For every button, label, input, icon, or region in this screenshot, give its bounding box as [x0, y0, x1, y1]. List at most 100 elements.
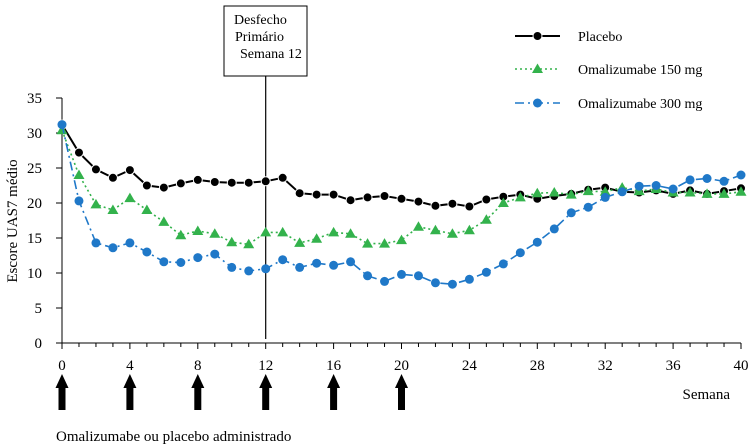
annotation-line-2: Primário: [235, 30, 284, 45]
data-point: [498, 259, 508, 269]
data-point: [107, 172, 118, 183]
data-point: [312, 258, 322, 268]
data-point: [73, 169, 85, 179]
legend: Placebo Omalizumabe 150 mg Omalizumabe 300…: [515, 30, 702, 112]
data-point: [446, 228, 458, 238]
data-point: [142, 247, 152, 257]
data-point: [294, 188, 305, 199]
data-point: [192, 174, 203, 185]
data-point: [107, 204, 119, 214]
x-tick-label: 24: [462, 358, 478, 374]
y-tick-label: 15: [27, 231, 42, 247]
data-point: [463, 224, 475, 235]
legend-marker: [532, 63, 543, 73]
data-point: [718, 188, 730, 198]
data-point: [158, 216, 170, 226]
legend-marker: [532, 31, 543, 41]
legend-item-0: Placebo: [515, 30, 622, 45]
data-point: [600, 192, 610, 202]
x-tick-label: 12: [258, 358, 273, 374]
x-tick-label: 36: [666, 358, 682, 374]
data-point: [328, 189, 339, 200]
data-point: [464, 201, 475, 212]
dosing-arrow-shaft: [330, 387, 338, 410]
x-axis-label: Semana: [683, 387, 731, 403]
data-point: [125, 238, 135, 248]
data-point: [261, 264, 271, 274]
series-layer: [56, 119, 747, 289]
series-line: [61, 129, 742, 246]
y-axis-label: Escore UAS7 médio: [5, 159, 21, 282]
y-tick-label: 0: [35, 336, 43, 352]
data-point: [345, 195, 356, 206]
data-point: [159, 257, 169, 267]
x-tick-label: 0: [58, 358, 66, 374]
data-point: [668, 184, 678, 194]
dosing-note: Omalizumabe ou placebo administrado: [56, 429, 291, 445]
legend-marker: [533, 98, 542, 108]
dosing-arrow-shaft: [398, 387, 405, 410]
data-point: [346, 257, 356, 267]
data-point: [175, 178, 186, 189]
data-point: [158, 182, 169, 193]
data-point: [480, 214, 492, 224]
dosing-arrow-shaft: [262, 387, 270, 410]
data-point: [363, 271, 373, 281]
data-point: [226, 177, 237, 188]
dosing-arrow-head: [395, 374, 408, 388]
data-point: [497, 197, 509, 207]
dosing-arrows: [55, 374, 408, 410]
data-point: [124, 192, 136, 203]
data-point: [244, 266, 254, 276]
legend-label: Omalizumabe 300 mg: [578, 97, 702, 112]
data-point: [515, 248, 525, 258]
data-point: [702, 174, 712, 183]
data-point: [90, 164, 101, 175]
data-point: [56, 124, 68, 135]
data-point: [192, 225, 204, 235]
data-point: [719, 176, 729, 186]
legend-item-1: Omalizumabe 150 mg: [515, 63, 702, 78]
series-2: [57, 120, 746, 289]
data-point: [193, 253, 203, 263]
data-point: [294, 237, 306, 247]
data-point: [583, 202, 593, 212]
y-tick-label: 30: [27, 126, 42, 142]
data-point: [362, 238, 374, 248]
data-point: [124, 165, 135, 176]
x-tick-label: 40: [734, 358, 749, 374]
x-tick-label: 8: [194, 358, 202, 374]
data-point: [481, 267, 491, 277]
data-point: [430, 278, 440, 288]
data-point: [141, 204, 153, 214]
dosing-arrow-shaft: [194, 387, 202, 410]
data-point: [684, 187, 696, 197]
dosing-arrow-head: [327, 374, 341, 388]
data-point: [73, 147, 84, 158]
data-point: [209, 177, 220, 187]
data-point: [735, 186, 747, 196]
x-tick-label: 20: [394, 358, 409, 374]
data-point: [311, 233, 323, 243]
data-point: [227, 262, 237, 272]
data-point: [447, 279, 457, 289]
data-point: [328, 226, 340, 237]
dosing-arrow-shaft: [126, 387, 134, 410]
dosing-arrow-head: [191, 374, 205, 388]
data-point: [278, 255, 288, 265]
data-point: [397, 269, 406, 279]
data-point: [396, 234, 407, 245]
data-point: [175, 229, 187, 240]
data-point: [396, 193, 407, 204]
data-point: [176, 258, 186, 267]
data-point: [226, 236, 238, 247]
x-tick-label: 4: [126, 358, 134, 374]
y-axis: 0 5 10 15 20 25 30 35: [27, 91, 63, 352]
data-point: [379, 191, 390, 201]
data-point: [447, 198, 458, 209]
data-point: [380, 276, 390, 286]
data-point: [429, 224, 441, 235]
data-point: [311, 189, 322, 200]
annotation-line-3: Semana 12: [240, 47, 302, 62]
